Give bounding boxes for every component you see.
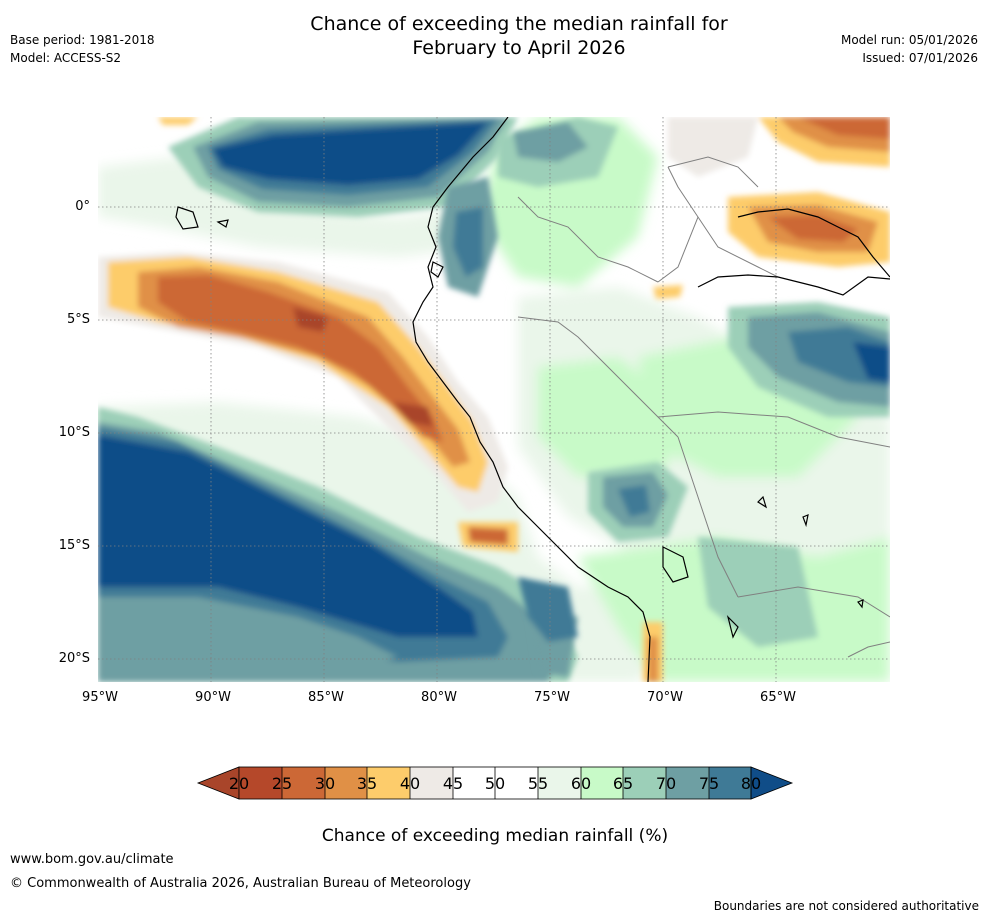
colorbar <box>196 766 794 800</box>
lat-label-5s: 5°S <box>66 312 90 327</box>
colorbar-tick-25: 25 <box>271 774 293 793</box>
wet-north-pacific <box>168 117 518 217</box>
colorbar-title: Chance of exceeding median rainfall (%) <box>321 826 669 846</box>
colorbar-bin-75-80 <box>709 767 751 799</box>
colorbar-bin-25-30 <box>282 767 325 799</box>
lat-label-10s: 10°S <box>58 425 90 440</box>
colorbar-bin-35-40 <box>367 767 410 799</box>
lon-label-85w: 85°W <box>308 690 344 705</box>
colorbar-tick-45: 45 <box>442 774 464 793</box>
lat-label-20s: 20°S <box>58 651 90 666</box>
colorbar-bin-45-50 <box>453 767 495 799</box>
colorbar-tick-75: 75 <box>698 774 720 793</box>
graticule <box>98 117 890 682</box>
colorbar-bin-70-75 <box>666 767 709 799</box>
lon-label-90w: 90°W <box>195 690 231 705</box>
dry-coastal-band <box>98 252 683 682</box>
colorbar-tick-60: 60 <box>570 774 592 793</box>
country-borders <box>517 156 890 658</box>
lat-label-0: 0° <box>75 199 90 214</box>
colorbar-tick-80: 80 <box>740 774 762 793</box>
colorbar-tick-20: 20 <box>228 774 250 793</box>
title-line-1: Chance of exceeding the median rainfall … <box>310 13 728 35</box>
wet-south-pacific <box>98 407 578 682</box>
lon-label-80w: 80°W <box>421 690 457 705</box>
base-period-label: Base period: 1981-2018 <box>10 33 155 47</box>
colorbar-bin-65-70 <box>623 767 666 799</box>
colorbar-tick-50: 50 <box>484 774 506 793</box>
colorbar-tick-30: 30 <box>314 774 336 793</box>
lon-label-95w: 95°W <box>82 690 118 705</box>
issued-label: Issued: 07/01/2026 <box>862 51 978 65</box>
colorbar-tick-65: 65 <box>612 774 634 793</box>
colorbar-bin-60-65 <box>581 767 623 799</box>
title-line-2: February to April 2026 <box>412 37 626 59</box>
rainfall-probability-map <box>98 117 890 682</box>
lon-label-65w: 65°W <box>760 690 796 705</box>
colorbar-bin-40-45 <box>410 767 453 799</box>
colorbar-bin-55-60 <box>538 767 581 799</box>
coastline <box>175 117 890 682</box>
dry-northeast <box>158 117 890 267</box>
boundaries-disclaimer: Boundaries are not considered authoritat… <box>713 899 979 913</box>
copyright-text: © Commonwealth of Australia 2026, Austra… <box>10 876 471 891</box>
model-label: Model: ACCESS-S2 <box>10 51 122 65</box>
colorbar-tick-35: 35 <box>356 774 378 793</box>
colorbar-tick-70: 70 <box>655 774 677 793</box>
colorbar-tick-40: 40 <box>399 774 421 793</box>
map-title: Chance of exceeding the median rainfall … <box>200 12 838 60</box>
map-svg <box>98 117 890 682</box>
lon-label-70w: 70°W <box>647 690 683 705</box>
colorbar-tick-55: 55 <box>527 774 549 793</box>
wet-inland <box>438 117 890 677</box>
colorbar-bin-20-25 <box>239 767 282 799</box>
website-link[interactable]: www.bom.gov.au/climate <box>10 852 174 867</box>
colorbar-bin-30-35 <box>325 767 367 799</box>
lat-label-15s: 15°S <box>58 538 90 553</box>
lon-label-75w: 75°W <box>534 690 570 705</box>
model-run-label: Model run: 05/01/2026 <box>840 33 978 47</box>
colorbar-bin-50-55 <box>495 767 538 799</box>
